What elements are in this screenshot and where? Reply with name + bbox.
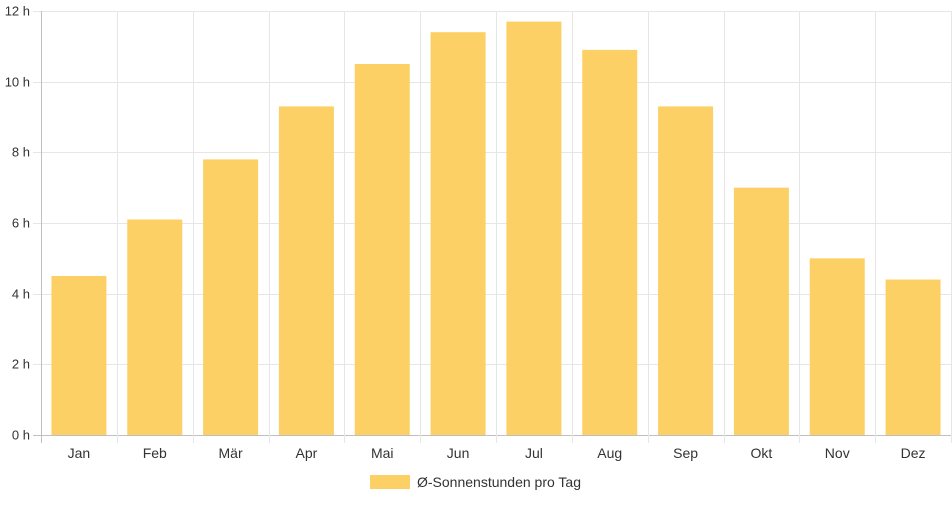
- legend[interactable]: Ø-Sonnenstunden pro Tag: [370, 474, 581, 490]
- y-tick-label: 10 h: [5, 75, 30, 90]
- y-tick-label: 0 h: [12, 428, 30, 443]
- bar-jan[interactable]: [51, 276, 107, 435]
- x-tick-label: Feb: [143, 445, 167, 461]
- bar-dez[interactable]: [885, 279, 941, 435]
- x-tick-label: Mai: [371, 445, 394, 461]
- y-tick-label: 6 h: [12, 216, 30, 231]
- bar-mai[interactable]: [354, 64, 410, 435]
- y-tick-label: 12 h: [5, 4, 30, 19]
- bar-okt[interactable]: [733, 187, 789, 435]
- y-tick-label: 4 h: [12, 287, 30, 302]
- bar-apr[interactable]: [278, 106, 334, 436]
- x-tick-label: Jan: [68, 445, 91, 461]
- legend-label: Ø-Sonnenstunden pro Tag: [417, 474, 581, 490]
- bar-sep[interactable]: [658, 106, 714, 436]
- x-tick-label: Mär: [219, 445, 243, 461]
- bar-jun[interactable]: [430, 32, 486, 435]
- bar-mär[interactable]: [203, 159, 259, 435]
- bars-layer: [51, 21, 941, 436]
- bar-jul[interactable]: [506, 21, 562, 435]
- x-tick-label: Aug: [597, 445, 622, 461]
- bar-aug[interactable]: [582, 49, 638, 435]
- x-tick-label: Jul: [525, 445, 543, 461]
- x-tick-label: Okt: [751, 445, 773, 461]
- x-tick-label: Jun: [447, 445, 470, 461]
- bar-nov[interactable]: [809, 258, 865, 435]
- y-tick-label: 2 h: [12, 357, 30, 372]
- x-tick-label: Dez: [901, 445, 926, 461]
- x-tick-label: Nov: [825, 445, 850, 461]
- x-tick-label: Apr: [296, 445, 318, 461]
- grid-layer: [33, 11, 952, 443]
- y-tick-label: 8 h: [12, 145, 30, 160]
- x-tick-label: Sep: [673, 445, 698, 461]
- axis-layer: 0 h 2 h 4 h 6 h 8 h 10 h 12 h Jan Feb Mär Apr Mai Ju…: [5, 4, 926, 462]
- legend-swatch: [370, 475, 410, 489]
- bar-feb[interactable]: [127, 219, 183, 435]
